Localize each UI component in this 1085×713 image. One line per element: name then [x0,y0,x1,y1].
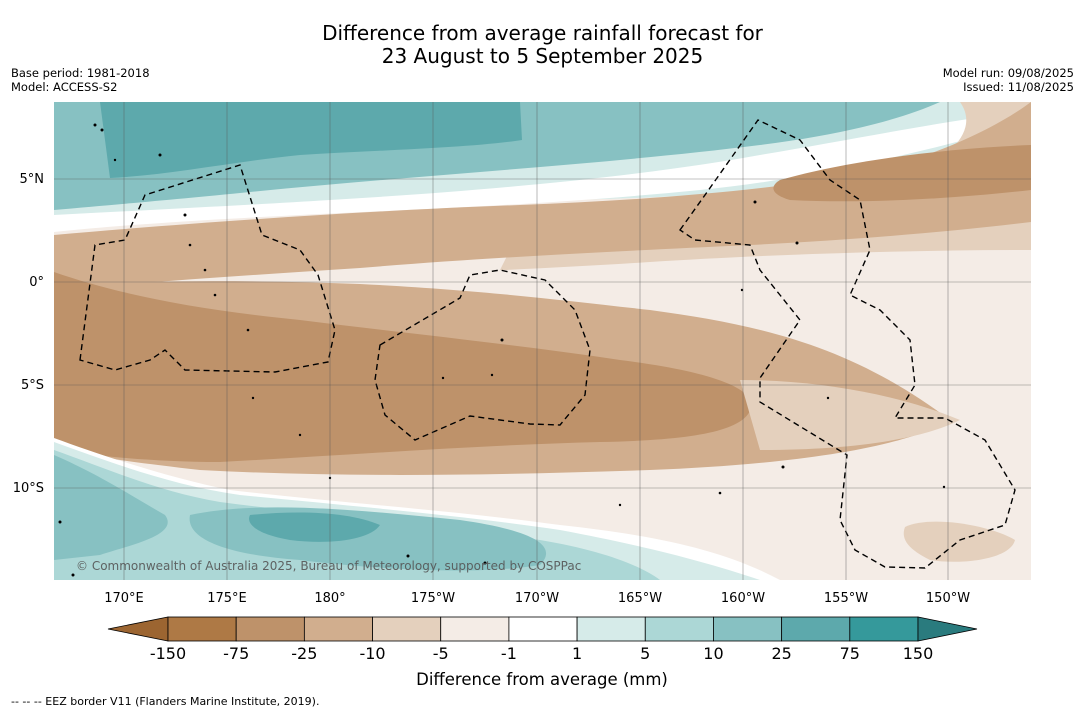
title-line-2: 23 August to 5 September 2025 [381,44,704,68]
colorbar-tick-label: -150 [150,644,186,663]
northeast-dry-core [773,145,1031,202]
colorbar-extend-high [917,616,978,642]
lon-label: 155°W [824,591,868,606]
colorbar-tick-label: -1 [501,644,517,663]
colorbar-segment [440,616,510,642]
colorbar-extend-low [107,616,169,642]
colorbar-tick-label: -25 [291,644,317,663]
colorbar-segment [167,616,237,642]
lon-label: 170°W [515,591,559,606]
south-wet-inner [249,512,380,542]
model-text: Model: ACCESS-S2 [11,80,118,94]
lat-label: 5°N [20,172,45,187]
model-run-text: Model run: 09/08/2025 [942,66,1074,80]
eez-border-east [679,119,1016,569]
dry-band-mid [54,102,1031,290]
southeast-dry-patch [903,521,1015,562]
graticule [54,102,1031,580]
colorbar-segment [713,616,783,642]
colorbar-tick-label: -75 [223,644,249,663]
lon-label: 180° [314,591,345,606]
southeast-dry-light [740,380,960,450]
colorbar-tick-label: 150 [903,644,934,663]
lon-label: 175°W [411,591,455,606]
colorbar-tick-label: 5 [640,644,650,663]
colorbar-segment [576,616,646,642]
colorbar-segment [508,616,578,642]
colorbar-tick-label: -10 [359,644,385,663]
title-line-1: Difference from average rainfall forecas… [322,21,763,45]
eez-footnote: -- -- -- EEZ border V11 (Flanders Marine… [11,695,320,708]
issued-text: Issued: 11/08/2025 [963,80,1074,94]
latitude-labels: 5°N 0° 5°S 10°S [13,172,44,496]
colorbar-tick-label: -5 [433,644,449,663]
eez-borders [79,119,1016,569]
north-neutral-band [54,110,1031,232]
eez-border-west [79,164,336,373]
north-wet-core [100,102,522,178]
map-title: Difference from average rainfall forecas… [0,22,1085,68]
lon-label: 170°E [104,591,144,606]
colorbar-tick-label: 75 [840,644,860,663]
south-dry-core [54,272,752,462]
lon-label: 165°W [618,591,662,606]
island-markers [58,123,946,577]
lon-label: 150°W [926,591,970,606]
lat-label: 0° [29,275,44,290]
colorbar-segment [644,616,714,642]
colorbar-segment [235,616,305,642]
colorbar-tick-label: 25 [771,644,791,663]
colorbar-title: Difference from average (mm) [416,670,668,689]
longitude-labels: 170°E 175°E 180° 175°W 170°W 165°W 160°W… [104,591,970,606]
lat-label: 5°S [21,378,44,393]
colorbar-segment [849,616,919,642]
lon-label: 160°W [721,591,765,606]
metadata-right: Model run: 09/08/2025 Issued: 11/08/2025 [943,66,1074,94]
copyright-notice: © Commonwealth of Australia 2025, Bureau… [76,559,581,573]
colorbar-segment [303,616,373,642]
base-period-text: Base period: 1981-2018 [11,66,150,80]
colorbar-tick-label: 1 [572,644,582,663]
lon-label: 175°E [207,591,247,606]
colorbar-segment [372,616,442,642]
map-fill-layers: © Commonwealth of Australia 2025, Bureau… [54,102,1031,580]
metadata-left: Base period: 1981-2018 Model: ACCESS-S2 [11,66,150,94]
colorbar-tick-label: 10 [703,644,723,663]
colorbar: -150 -75 -25 -10 -5 -1 1 5 10 25 75 150 [107,616,978,663]
eez-border-central [374,269,591,441]
southwest-wet-core [54,455,168,560]
lat-label: 10°S [13,481,44,496]
colorbar-segment [781,616,851,642]
